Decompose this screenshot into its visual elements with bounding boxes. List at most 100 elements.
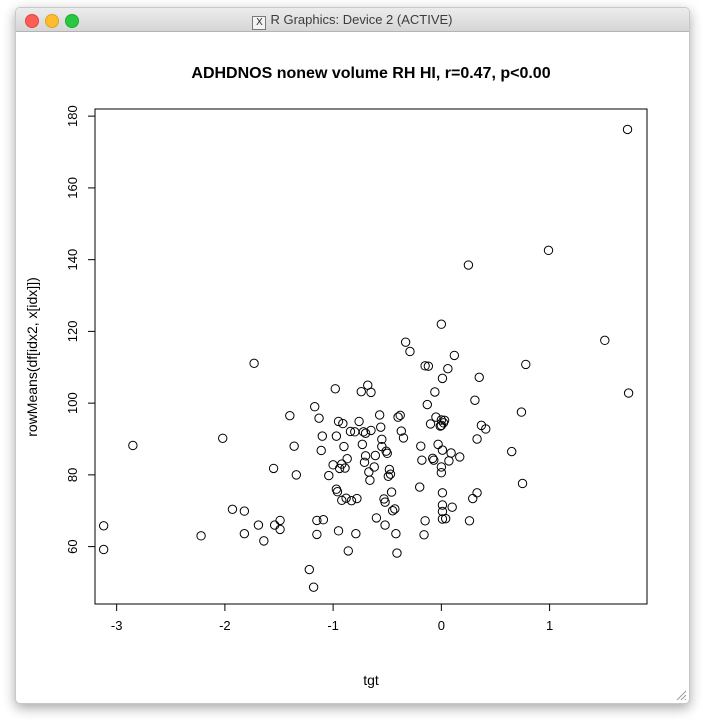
x-axis: -3 -2 -1 0 1: [111, 604, 553, 633]
data-point: [464, 516, 475, 526]
data-point: [433, 439, 443, 450]
minimize-window-icon[interactable]: [45, 14, 59, 28]
data-point: [382, 448, 392, 459]
data-point: [98, 544, 109, 555]
zoom-window-icon[interactable]: [65, 14, 79, 28]
data-point: [392, 548, 402, 558]
data-point: [417, 455, 427, 465]
close-window-icon[interactable]: [25, 14, 39, 28]
data-point: [370, 450, 381, 461]
data-point: [437, 373, 448, 384]
scatter-plot: ADHDNOS nonew volume RH HI, r=0.47, p<0.…: [24, 65, 648, 688]
data-point: [369, 462, 379, 472]
data-point: [285, 410, 295, 421]
data-point: [239, 528, 250, 539]
y-axis-label: rowMeans(df[idx2, x[idx]]): [24, 277, 40, 437]
data-point: [437, 445, 448, 455]
x-tick-label: 0: [438, 618, 445, 633]
x-tick-label: -2: [219, 618, 231, 633]
data-point: [331, 431, 342, 441]
data-point: [419, 530, 429, 540]
data-point: [393, 412, 403, 422]
data-point: [444, 456, 454, 466]
y-tick-label: 100: [65, 392, 80, 414]
data-point: [364, 467, 374, 477]
data-point: [391, 528, 401, 539]
data-point: [423, 361, 434, 371]
data-point: [291, 470, 302, 480]
data-point: [289, 441, 299, 451]
data-point: [354, 416, 364, 427]
x-tick-label: -1: [327, 618, 339, 633]
data-points: [98, 124, 634, 592]
x-tick-label: -3: [111, 618, 123, 633]
data-point: [396, 426, 407, 436]
data-point: [416, 441, 426, 451]
y-tick-label: 160: [65, 177, 80, 199]
data-point: [437, 514, 448, 524]
data-point: [259, 536, 269, 546]
data-point: [128, 440, 138, 451]
data-point: [357, 439, 368, 450]
data-point: [439, 415, 450, 426]
data-point: [420, 516, 430, 526]
data-point: [365, 475, 375, 485]
data-point: [446, 448, 456, 458]
y-tick-label: 120: [65, 321, 80, 343]
x-tick-label: 1: [546, 618, 553, 633]
data-point: [405, 346, 415, 357]
data-point: [269, 520, 280, 530]
y-tick-label: 180: [65, 105, 80, 127]
data-point: [390, 504, 400, 514]
data-point: [275, 524, 285, 535]
data-point: [516, 407, 527, 417]
data-point: [381, 446, 391, 456]
data-point: [308, 582, 319, 592]
data-point: [328, 460, 338, 470]
data-point: [623, 388, 634, 398]
y-tick-label: 80: [65, 468, 80, 482]
data-point: [383, 471, 394, 482]
data-point: [352, 493, 362, 504]
data-point: [334, 463, 345, 474]
data-point: [218, 433, 228, 443]
data-point: [304, 564, 315, 575]
data-point: [436, 420, 447, 431]
data-point: [371, 513, 382, 523]
y-tick-label: 60: [65, 539, 80, 553]
data-point: [377, 434, 387, 445]
data-point: [275, 515, 285, 526]
data-point: [507, 446, 517, 457]
data-point: [395, 410, 405, 421]
data-point: [398, 433, 409, 443]
data-point: [425, 419, 436, 429]
data-point: [196, 531, 206, 541]
data-point: [387, 506, 398, 516]
data-point: [268, 463, 279, 474]
data-point: [317, 431, 327, 441]
data-point: [449, 350, 460, 361]
x-axis-label: tgt: [363, 672, 379, 688]
data-point: [472, 434, 482, 444]
data-point: [437, 488, 448, 498]
data-point: [622, 124, 633, 135]
data-point: [333, 526, 344, 536]
resize-grip-icon[interactable]: [675, 689, 687, 701]
data-point: [427, 453, 438, 464]
data-point: [436, 462, 447, 472]
data-point: [380, 497, 390, 507]
data-point: [351, 528, 361, 539]
data-point: [339, 441, 349, 452]
data-point: [431, 412, 441, 422]
data-point: [356, 386, 366, 397]
data-point: [463, 260, 474, 270]
data-point: [312, 515, 322, 526]
data-point: [400, 337, 411, 347]
y-tick-label: 140: [65, 249, 80, 271]
data-point: [249, 358, 259, 369]
data-point: [338, 418, 348, 429]
data-point: [342, 454, 352, 464]
data-point: [316, 445, 326, 456]
